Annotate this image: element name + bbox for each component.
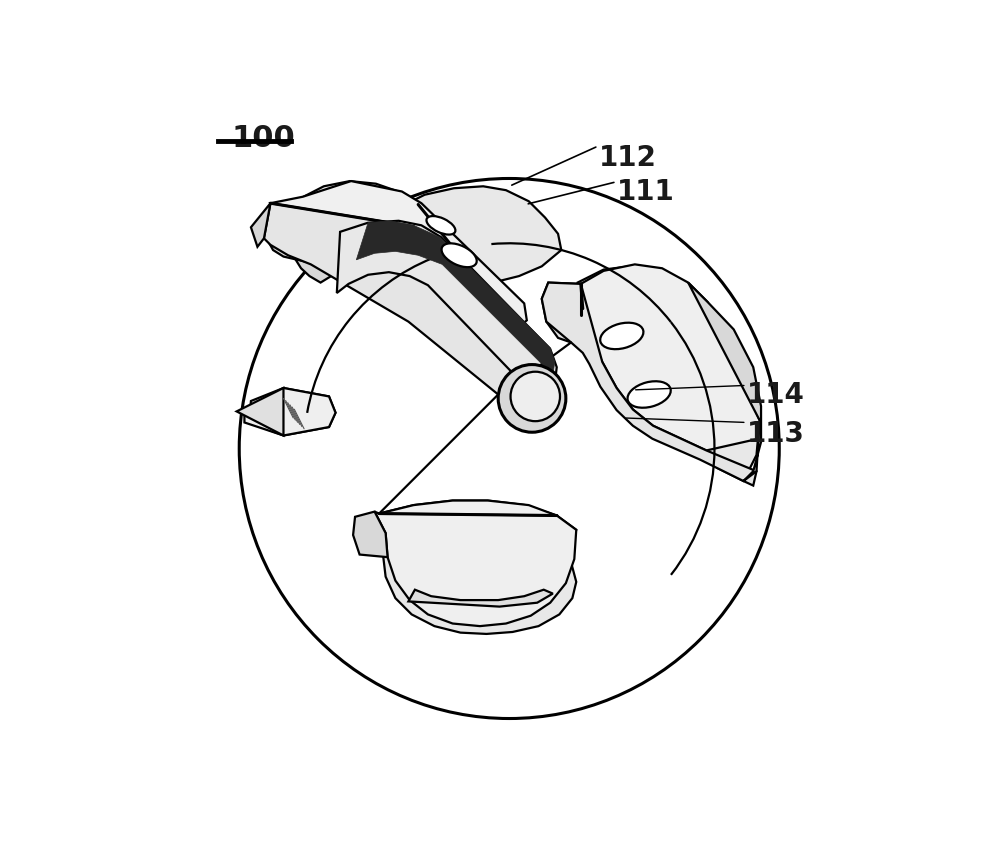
Ellipse shape	[442, 244, 477, 268]
Polygon shape	[264, 204, 518, 395]
Polygon shape	[542, 284, 581, 343]
Circle shape	[239, 179, 779, 718]
Text: 114: 114	[747, 381, 805, 408]
Polygon shape	[237, 388, 283, 436]
Polygon shape	[379, 501, 557, 532]
Polygon shape	[688, 284, 761, 481]
Polygon shape	[265, 198, 317, 265]
Ellipse shape	[628, 381, 671, 408]
Polygon shape	[249, 388, 336, 436]
Circle shape	[511, 372, 560, 422]
Circle shape	[498, 365, 566, 433]
Polygon shape	[382, 521, 576, 634]
Polygon shape	[581, 265, 760, 451]
Text: 111: 111	[617, 178, 674, 206]
Polygon shape	[408, 590, 553, 607]
Polygon shape	[296, 181, 524, 328]
Polygon shape	[379, 501, 576, 558]
Polygon shape	[303, 183, 524, 323]
Text: 112: 112	[598, 143, 656, 171]
Polygon shape	[356, 221, 555, 376]
Polygon shape	[578, 267, 760, 481]
Polygon shape	[244, 388, 336, 436]
Text: 113: 113	[747, 419, 805, 447]
Polygon shape	[542, 284, 756, 486]
Polygon shape	[337, 221, 557, 397]
Polygon shape	[251, 204, 270, 247]
Text: 100: 100	[231, 124, 295, 153]
Polygon shape	[405, 187, 561, 284]
Ellipse shape	[600, 323, 643, 349]
Polygon shape	[270, 181, 527, 328]
Polygon shape	[353, 512, 388, 558]
Ellipse shape	[426, 217, 455, 235]
Polygon shape	[375, 512, 576, 626]
Polygon shape	[291, 210, 405, 284]
